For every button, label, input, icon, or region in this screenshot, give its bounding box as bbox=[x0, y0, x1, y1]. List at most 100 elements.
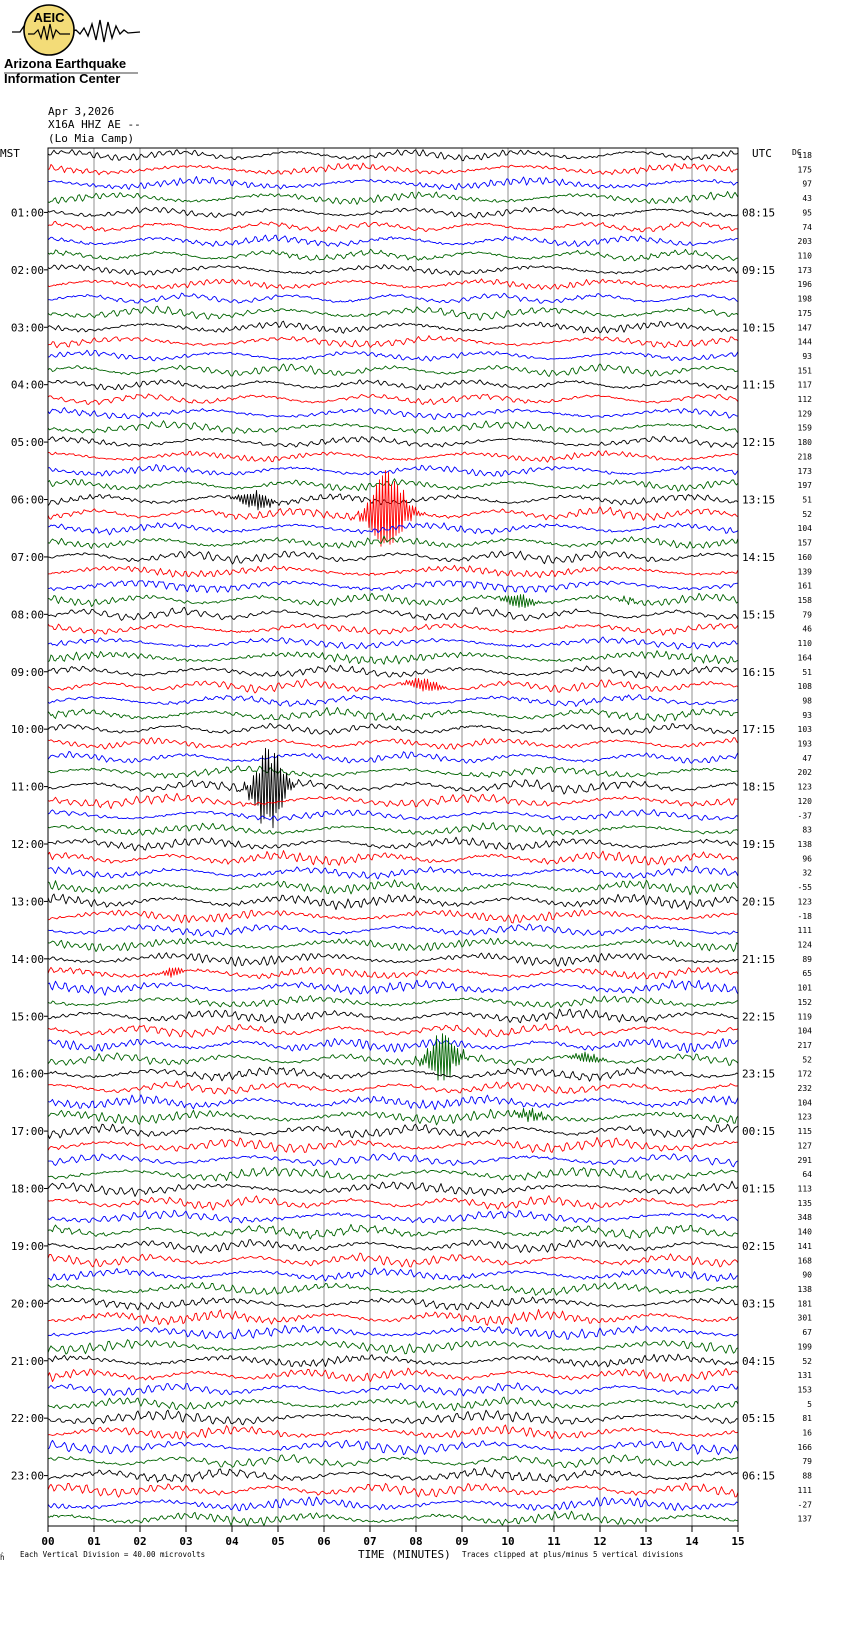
dc-offset-label: 90 bbox=[802, 1271, 812, 1280]
dc-offset-label: 123 bbox=[798, 783, 813, 792]
dc-offset-label: 218 bbox=[798, 452, 813, 461]
trace-line bbox=[47, 809, 739, 822]
dc-offset-label: 52 bbox=[802, 510, 812, 519]
trace-line bbox=[47, 792, 739, 810]
x-tick-label: 07 bbox=[363, 1535, 376, 1548]
trace-line bbox=[47, 1382, 739, 1397]
dc-offset-label: 164 bbox=[798, 653, 813, 662]
dc-offset-label: 79 bbox=[802, 1457, 812, 1466]
dc-offset-label: 199 bbox=[798, 1342, 813, 1351]
dc-offset-label: 112 bbox=[798, 395, 813, 404]
dc-offset-label: 197 bbox=[798, 481, 813, 490]
right-hour-label: 17:15 bbox=[742, 723, 775, 736]
dc-offset-label: 152 bbox=[798, 998, 813, 1007]
trace-line bbox=[47, 893, 739, 911]
dc-offset-label: 120 bbox=[798, 797, 813, 806]
trace-line bbox=[47, 1080, 739, 1095]
dc-offset-label: 51 bbox=[802, 668, 812, 677]
trace-line bbox=[47, 879, 739, 896]
left-hour-label: 18:00 bbox=[11, 1183, 44, 1196]
right-timezone-label: UTC bbox=[752, 147, 772, 160]
left-hour-label: 15:00 bbox=[11, 1010, 44, 1023]
trace-line bbox=[47, 664, 739, 680]
x-tick-label: 12 bbox=[593, 1535, 606, 1548]
dc-offset-label: 111 bbox=[798, 1486, 813, 1495]
trace-line bbox=[47, 1023, 739, 1038]
right-hour-label: 09:15 bbox=[742, 264, 775, 277]
header-site: (Lo Mia Camp) bbox=[48, 132, 134, 145]
trace-line bbox=[47, 206, 739, 219]
trace-line bbox=[47, 1353, 739, 1368]
dc-offset-label: 157 bbox=[798, 539, 813, 548]
dc-offset-label: 16 bbox=[802, 1429, 812, 1438]
trace-line bbox=[48, 1066, 739, 1082]
dc-offset-label: 138 bbox=[798, 840, 813, 849]
dc-offset-label: 135 bbox=[798, 1199, 813, 1208]
dc-offset-label: 180 bbox=[798, 438, 813, 447]
x-tick-label: 09 bbox=[455, 1535, 468, 1548]
trace-line bbox=[47, 1439, 739, 1456]
trace-line bbox=[47, 747, 739, 829]
dc-offset-label: 103 bbox=[798, 725, 813, 734]
trace-line bbox=[47, 1008, 739, 1024]
trace-line bbox=[47, 1038, 739, 1054]
x-tick-label: 04 bbox=[225, 1535, 239, 1548]
trace-line bbox=[47, 1252, 739, 1268]
trace-line bbox=[47, 1267, 739, 1282]
right-hour-label: 13:15 bbox=[742, 494, 775, 507]
x-tick-label: 03 bbox=[179, 1535, 192, 1548]
trace-line bbox=[47, 909, 739, 924]
dc-offset-label: 88 bbox=[802, 1472, 812, 1481]
dc-offset-label: 74 bbox=[802, 223, 812, 232]
trace-line bbox=[47, 1467, 739, 1483]
dc-offset-label: 160 bbox=[798, 553, 813, 562]
right-hour-label: 02:15 bbox=[742, 1240, 775, 1253]
left-hour-label: 23:00 bbox=[11, 1470, 44, 1483]
left-hour-label: 21:00 bbox=[11, 1355, 44, 1368]
trace-line bbox=[47, 1324, 739, 1340]
left-hour-label: 10:00 bbox=[11, 723, 44, 736]
x-tick-label: 14 bbox=[685, 1535, 699, 1548]
logo-wave-inner bbox=[28, 23, 70, 41]
trace-line bbox=[47, 606, 739, 621]
header-station: X16A HHZ AE -- bbox=[48, 118, 141, 131]
dc-offset-label: 52 bbox=[802, 1055, 812, 1064]
dc-offset-label: 140 bbox=[798, 1228, 813, 1237]
left-hour-label: 16:00 bbox=[11, 1068, 44, 1081]
right-hour-label: 22:15 bbox=[742, 1010, 775, 1023]
dc-column-label: DC bbox=[792, 148, 802, 157]
dc-offset-label: 123 bbox=[798, 1113, 813, 1122]
trace-line bbox=[47, 1094, 739, 1111]
left-hour-label: 03:00 bbox=[11, 321, 44, 334]
trace-line bbox=[47, 363, 739, 378]
dc-offset-label: 137 bbox=[798, 1515, 813, 1524]
trace-line bbox=[47, 750, 739, 764]
trace-line bbox=[47, 176, 739, 191]
dc-offset-label: 131 bbox=[798, 1371, 813, 1380]
trace-line bbox=[47, 264, 739, 276]
dc-offset-label: -37 bbox=[798, 811, 813, 820]
trace-line bbox=[47, 420, 739, 434]
dc-offset-label: 119 bbox=[798, 1012, 813, 1021]
dc-offset-label: 47 bbox=[802, 754, 812, 763]
trace-line bbox=[47, 1239, 739, 1254]
x-tick-label: 08 bbox=[409, 1535, 422, 1548]
trace-line bbox=[47, 407, 739, 420]
dc-offset-label: 138 bbox=[798, 1285, 813, 1294]
dc-offset-label: 301 bbox=[798, 1314, 813, 1323]
left-hour-label: 13:00 bbox=[11, 895, 44, 908]
trace-line bbox=[48, 292, 739, 304]
dc-offset-label: 232 bbox=[798, 1084, 813, 1093]
trace-line bbox=[47, 677, 739, 694]
dc-offset-labels: 118 175 97 43 95 74 203 110 173 196 198 175 147 144 93… bbox=[798, 151, 813, 1524]
trace-line bbox=[47, 305, 739, 321]
dc-offset-label: 46 bbox=[802, 625, 812, 634]
left-hour-labels: 01:00 02:00 03:00 04:00 05:00 06:00 07:00 08:00… bbox=[11, 206, 48, 1483]
right-hour-label: 08:15 bbox=[742, 206, 775, 219]
left-hour-label: 14:00 bbox=[11, 953, 44, 966]
x-axis-label: TIME (MINUTES) bbox=[358, 1548, 451, 1561]
right-hour-label: 19:15 bbox=[742, 838, 775, 851]
right-hour-label: 21:15 bbox=[742, 953, 775, 966]
right-hour-label: 06:15 bbox=[742, 1470, 775, 1483]
x-axis-ticks: 00 01 02 03 04 05 06 07 08 09 10 11 12 13 14 15 bbox=[41, 1526, 745, 1548]
